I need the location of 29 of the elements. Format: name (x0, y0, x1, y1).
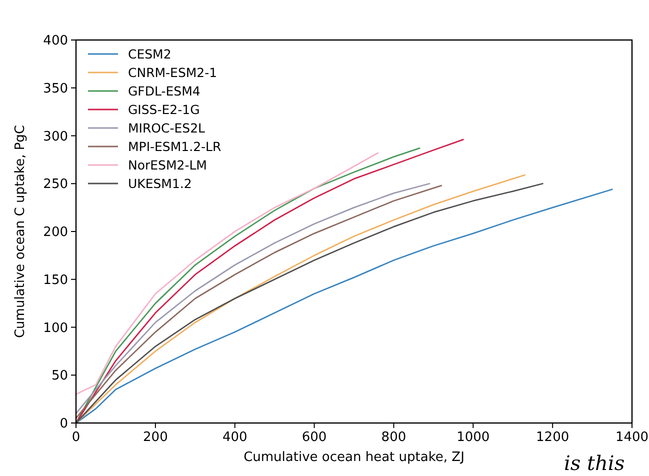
x-tick-label: 200 (143, 430, 168, 445)
legend-label: UKESM1.2 (128, 176, 192, 191)
x-tick-label: 0 (72, 430, 80, 445)
x-tick-label: 600 (302, 430, 327, 445)
legend-label: MPI-ESM1.2-LR (128, 138, 222, 154)
y-tick-label: 250 (43, 177, 68, 192)
legend-label: CNRM-ESM2-1 (128, 64, 218, 80)
y-tick-label: 0 (60, 416, 68, 432)
y-tick-label: 400 (43, 34, 68, 49)
y-tick-label: 50 (51, 368, 68, 384)
x-axis-title: Cumulative ocean heat uptake, ZJ (244, 450, 464, 465)
legend-label: GISS-E2-1G (128, 102, 200, 117)
x-tick-label: 1000 (456, 430, 490, 445)
x-tick-label: 400 (222, 430, 248, 445)
y-tick-label: 150 (43, 272, 68, 288)
x-tick-label: 1200 (536, 430, 570, 445)
line-series (75, 152, 379, 395)
y-axis-title: Cumulative ocean C uptake, PgC (13, 124, 28, 338)
y-tick-label: 100 (43, 320, 68, 336)
legend-label: CESM2 (128, 46, 172, 62)
y-tick-label: 350 (43, 81, 68, 96)
y-tick-label: 200 (43, 225, 68, 240)
legend-label: NorESM2-LM (128, 157, 207, 172)
text: is this (564, 451, 625, 475)
legend-label: MIROC-ES2L (128, 120, 206, 136)
legend-label: GFDL-ESM4 (128, 83, 200, 98)
y-tick-label: 300 (43, 129, 68, 144)
x-tick-label: 800 (381, 430, 406, 445)
x-tick-label: 1400 (615, 430, 649, 445)
